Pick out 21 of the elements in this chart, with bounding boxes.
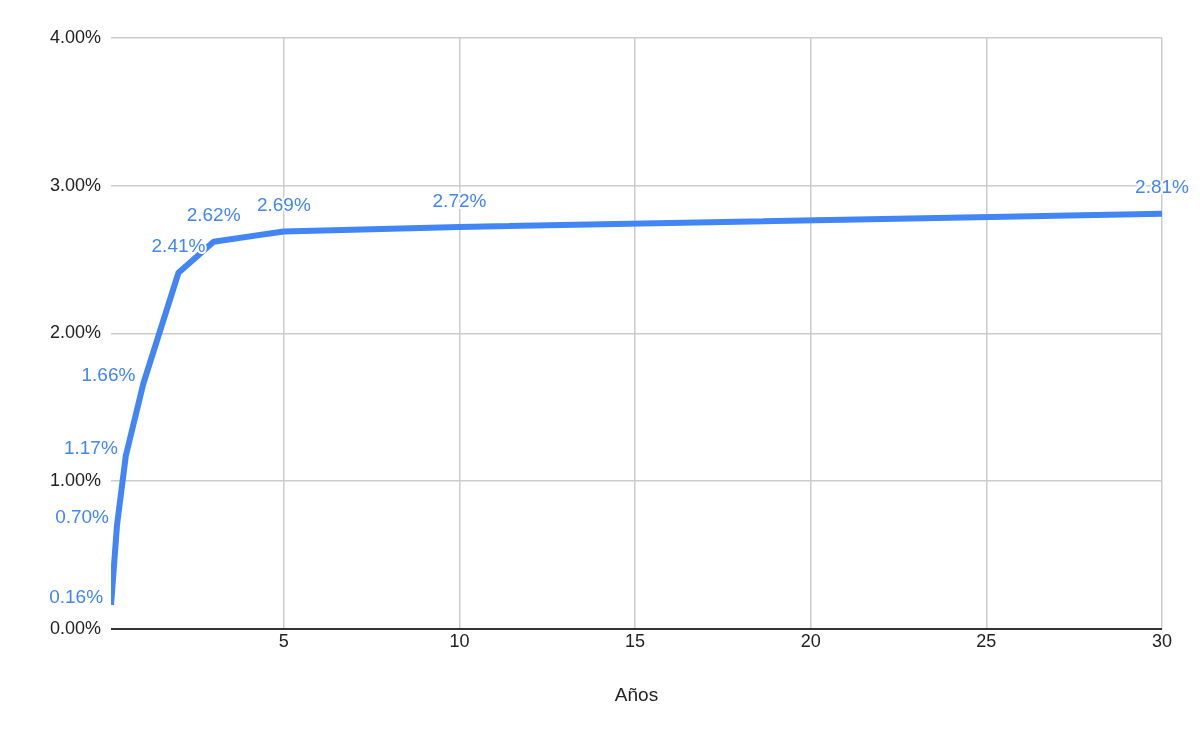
- data-label: 2.72%: [432, 189, 487, 211]
- y-tick-label: 3.00%: [49, 174, 102, 195]
- y-tick-label: 1.00%: [49, 469, 102, 490]
- y-tick-label: 0.00%: [49, 617, 102, 638]
- x-tick-label: 30: [1151, 631, 1173, 652]
- data-label: 0.70%: [55, 505, 110, 527]
- x-tick-label: 20: [800, 631, 821, 652]
- data-label: 2.62%: [186, 204, 241, 226]
- x-tick-label: 15: [625, 631, 646, 652]
- y-tick-label: 2.00%: [49, 322, 102, 343]
- data-label: 2.41%: [151, 235, 206, 257]
- data-label: 2.69%: [256, 194, 311, 216]
- x-tick-label: 5: [278, 631, 289, 652]
- x-axis-title: Años: [614, 683, 659, 705]
- x-tick-label: 10: [449, 631, 470, 652]
- data-label: 1.66%: [81, 364, 136, 386]
- data-label: 2.81%: [1135, 176, 1190, 198]
- x-tick-label: 25: [976, 631, 997, 652]
- data-label: 0.16%: [49, 585, 104, 607]
- data-label: 1.17%: [63, 436, 118, 458]
- y-tick-label: 4.00%: [49, 26, 102, 47]
